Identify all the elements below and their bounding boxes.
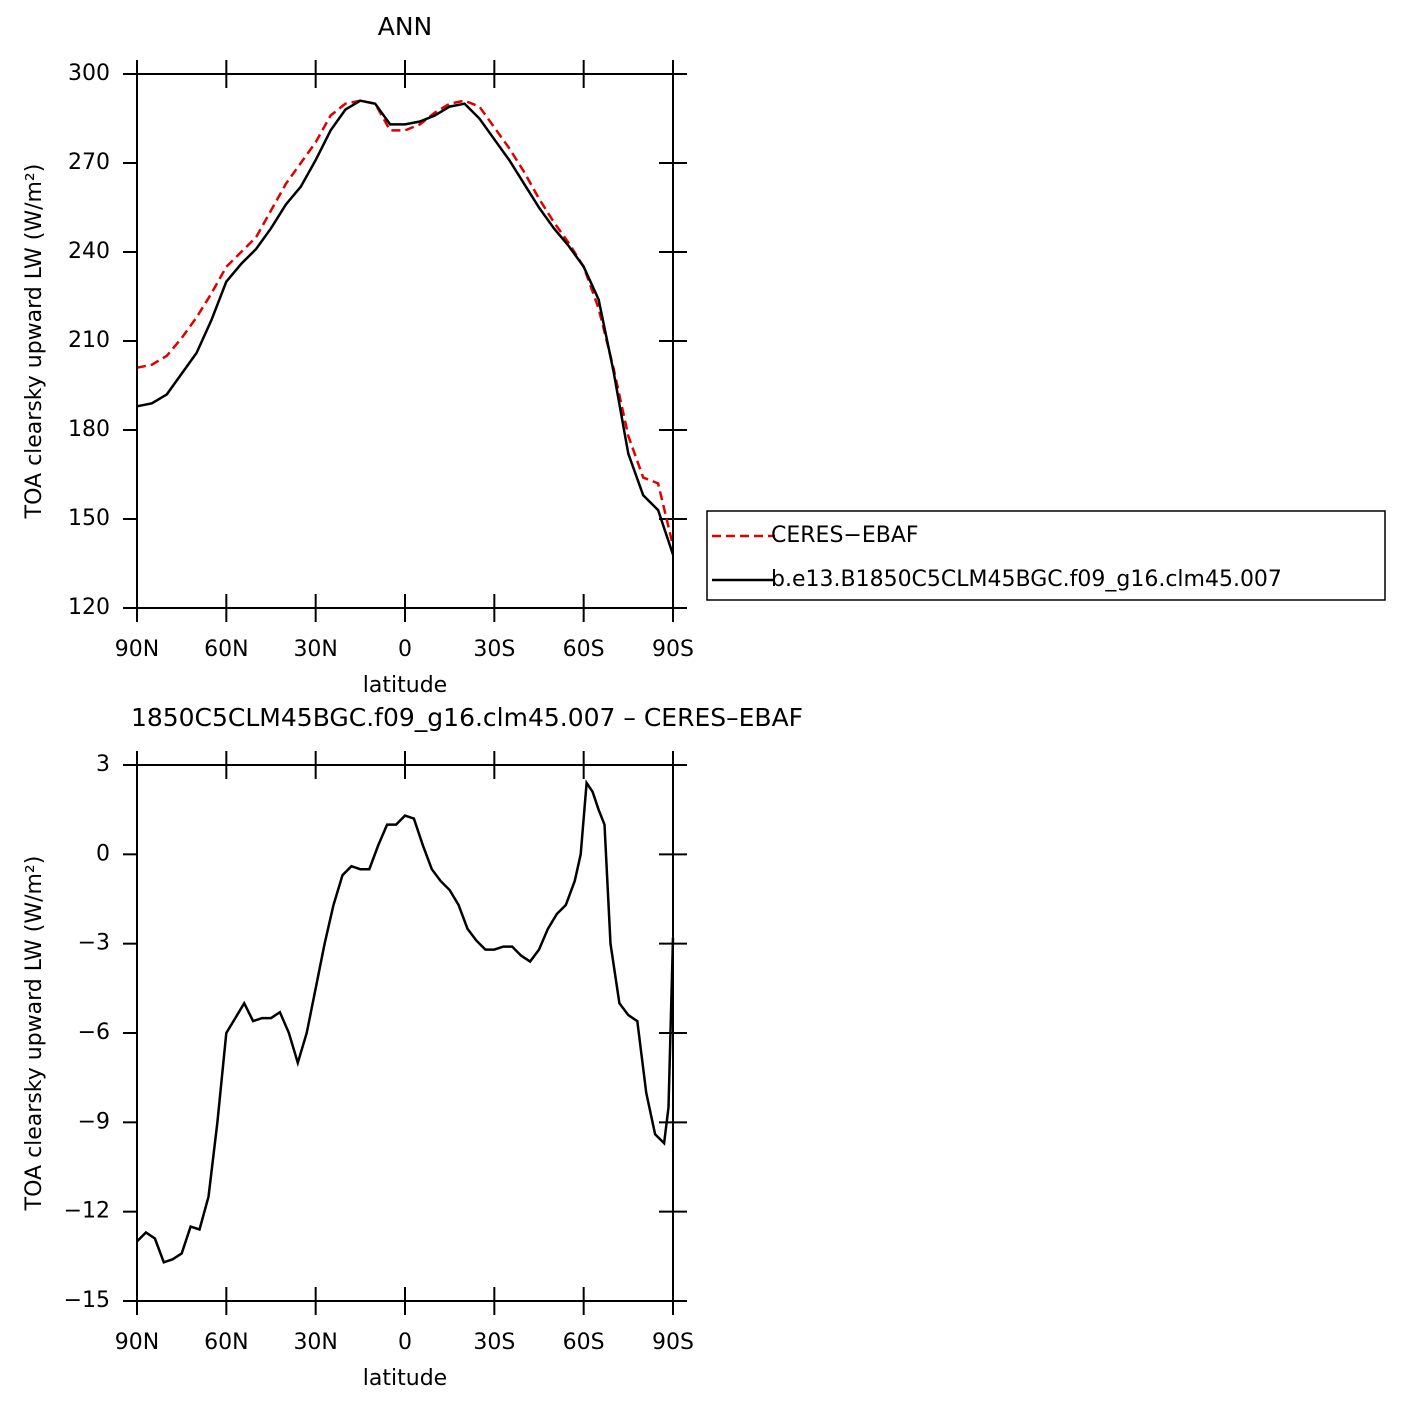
y-axis-label: TOA clearsky upward LW (W/m²) xyxy=(22,856,47,1212)
data-line xyxy=(136,99,675,546)
data-line xyxy=(136,779,675,1264)
y-tick-label: 3 xyxy=(96,752,110,777)
x-tick-label: 60N xyxy=(204,1330,248,1355)
legend-box xyxy=(706,510,1386,601)
y-tick-label: −3 xyxy=(78,931,110,956)
legend-label: CERES−EBAF xyxy=(771,523,919,548)
y-axis-label: TOA clearsky upward LW (W/m²) xyxy=(22,164,47,520)
plot-frame xyxy=(136,73,674,609)
y-tick-label: 150 xyxy=(68,506,110,531)
x-tick-label: 60N xyxy=(204,637,248,662)
x-tick-label: 90N xyxy=(115,1330,159,1355)
y-tick-label: 300 xyxy=(68,61,110,86)
x-tick-label: 90N xyxy=(115,637,159,662)
data-line xyxy=(136,99,675,555)
chart-title: ANN xyxy=(378,12,433,41)
x-tick-label: 90S xyxy=(652,637,694,662)
x-tick-label: 0 xyxy=(398,1330,412,1355)
y-tick-label: 120 xyxy=(68,595,110,620)
x-tick-label: 30S xyxy=(473,637,515,662)
plot-frame xyxy=(136,764,674,1302)
x-tick-label: 90S xyxy=(652,1330,694,1355)
y-tick-label: 180 xyxy=(68,417,110,442)
chart-title: 1850C5CLM45BGC.f09_g16.clm45.007 – CERES… xyxy=(131,703,803,732)
x-tick-label: 60S xyxy=(563,1330,605,1355)
x-tick-label: 0 xyxy=(398,637,412,662)
y-tick-label: 270 xyxy=(68,150,110,175)
y-tick-label: 0 xyxy=(96,841,110,866)
y-tick-label: 210 xyxy=(68,328,110,353)
x-tick-label: 30N xyxy=(293,1330,337,1355)
x-tick-label: 60S xyxy=(563,637,605,662)
y-tick-label: −9 xyxy=(78,1109,110,1134)
y-tick-label: 240 xyxy=(68,239,110,264)
x-tick-label: 30S xyxy=(473,1330,515,1355)
y-tick-label: −15 xyxy=(64,1288,110,1313)
x-axis-label: latitude xyxy=(363,673,447,698)
legend-label: b.e13.B1850C5CLM45BGC.f09_g16.clm45.007 xyxy=(771,567,1282,592)
y-tick-label: −12 xyxy=(64,1199,110,1224)
x-tick-label: 30N xyxy=(293,637,337,662)
y-tick-label: −6 xyxy=(78,1020,110,1045)
x-axis-label: latitude xyxy=(363,1366,447,1391)
